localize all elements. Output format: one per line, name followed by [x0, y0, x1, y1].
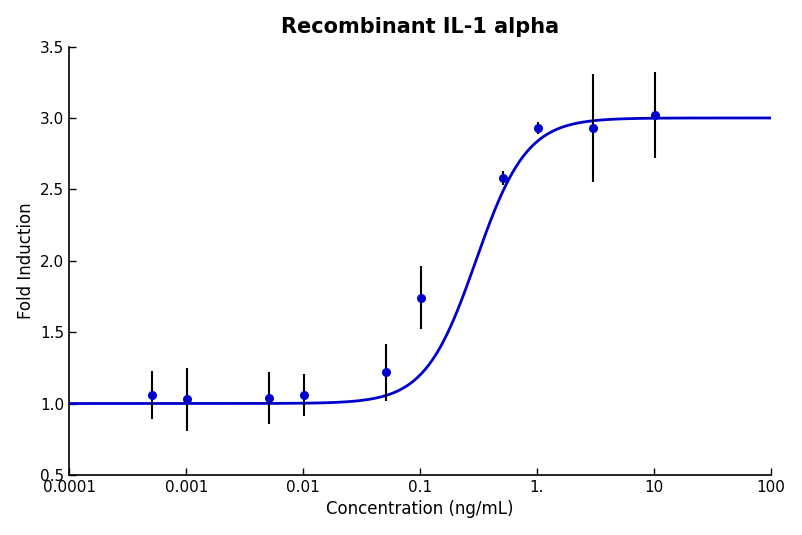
X-axis label: Concentration (ng/mL): Concentration (ng/mL) — [326, 500, 514, 518]
Title: Recombinant IL-1 alpha: Recombinant IL-1 alpha — [281, 17, 559, 37]
Y-axis label: Fold Induction: Fold Induction — [17, 202, 34, 319]
